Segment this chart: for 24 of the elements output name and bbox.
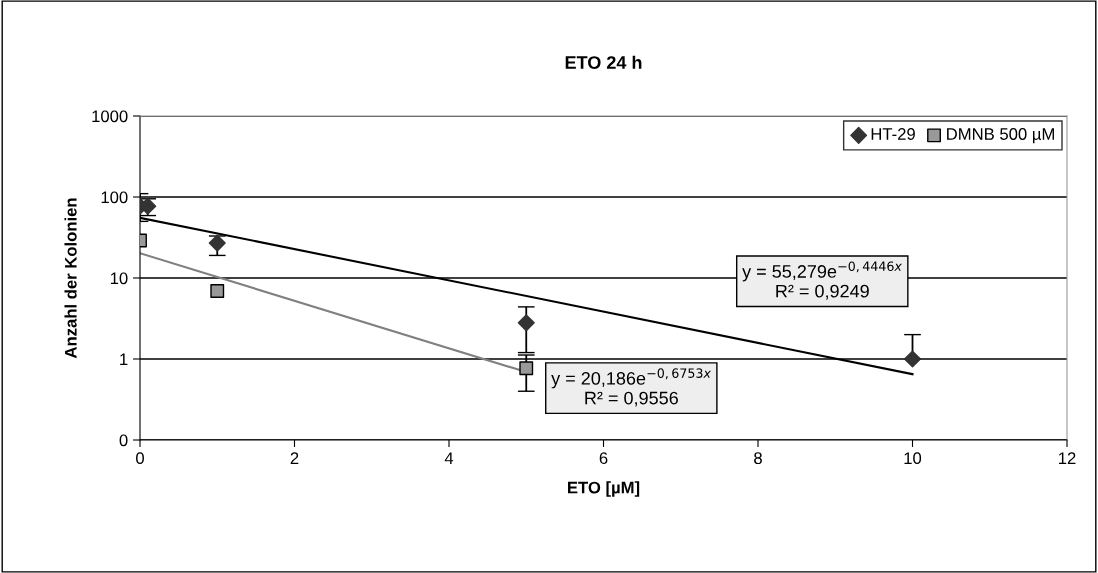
annotation: y = 20,186e$^{−0,6753x}$ R² = 0,9556 bbox=[551, 368, 712, 407]
point bbox=[208, 234, 226, 252]
x-axis-title: ETO [µM] bbox=[568, 481, 640, 497]
legend-label: HT-29 bbox=[871, 128, 915, 140]
x-tick-label: 2 bbox=[290, 452, 299, 464]
x-tick-label: 0 bbox=[136, 452, 144, 465]
point bbox=[210, 284, 225, 298]
point bbox=[517, 314, 535, 332]
x-tick-label: 4 bbox=[444, 452, 454, 464]
point bbox=[903, 350, 922, 368]
y-tick-label: 0 bbox=[119, 434, 128, 447]
x-tick-label: 8 bbox=[754, 452, 762, 465]
point bbox=[519, 361, 534, 376]
annotation: y = 55,279e$^{−0,4446x}$ R² = 0,9249 bbox=[742, 261, 903, 300]
x-tick-label: 10 bbox=[904, 452, 922, 465]
y-tick-label: 10 bbox=[110, 272, 128, 285]
y-tick-label: 100 bbox=[101, 191, 128, 204]
x-tick-label: 12 bbox=[1059, 452, 1076, 464]
chart-title: ETO 24 h bbox=[565, 55, 642, 69]
legend-label: DMNB 500 µM bbox=[947, 128, 1054, 144]
y-tick-label: 1000 bbox=[92, 110, 128, 123]
y-axis-title: Anzahl der Kolonien bbox=[64, 198, 77, 359]
x-tick-label: 6 bbox=[599, 452, 608, 465]
y-tick-label: 1 bbox=[120, 353, 128, 366]
